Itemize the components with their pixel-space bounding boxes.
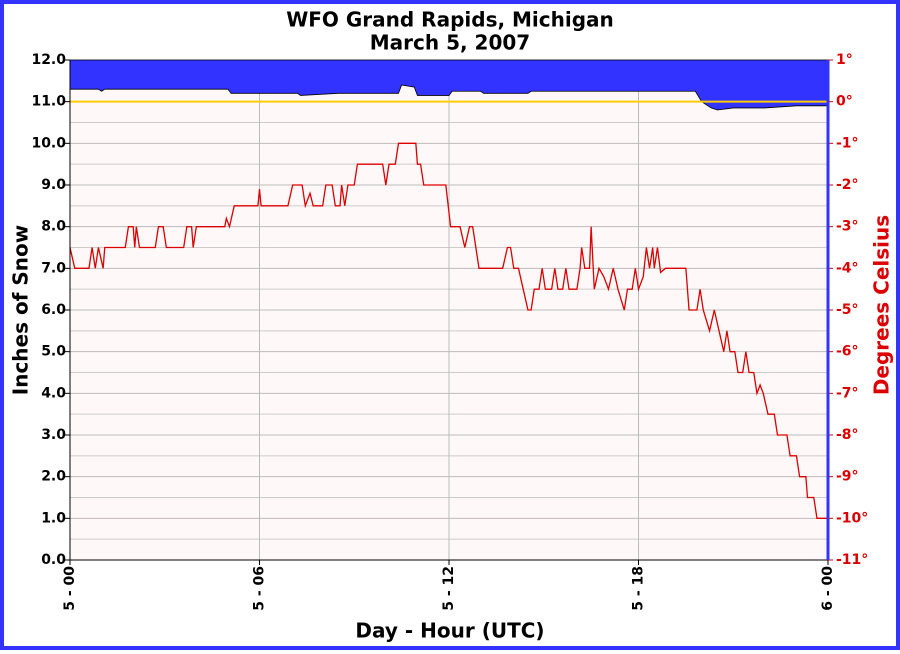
y-tick-label: 5.0 bbox=[41, 344, 66, 360]
x-tick-label: 5 - 18 bbox=[631, 566, 647, 611]
y2-tick-label: -2° bbox=[836, 177, 859, 193]
y2-tick-label: -4° bbox=[836, 260, 859, 276]
y-tick-label: 3.0 bbox=[41, 427, 66, 443]
y-axis-label: Inches of Snow bbox=[9, 225, 33, 395]
y2-tick-label: -9° bbox=[836, 469, 859, 485]
y-tick-label: 4.0 bbox=[41, 385, 66, 401]
x-tick-label: 6 - 00 bbox=[820, 566, 836, 611]
x-tick-label: 5 - 12 bbox=[441, 566, 457, 611]
y-tick-label: 6.0 bbox=[41, 302, 66, 318]
y-tick-label: 12.0 bbox=[31, 52, 66, 68]
area-fill bbox=[69, 59, 829, 111]
y2-tick-label: -7° bbox=[836, 385, 859, 401]
y-tick-label: 0.0 bbox=[41, 552, 66, 568]
y-tick-label: 9.0 bbox=[41, 177, 66, 193]
line bbox=[69, 142, 828, 519]
y2-tick-label: -3° bbox=[836, 219, 859, 235]
y2-tick-label: -6° bbox=[836, 344, 859, 360]
y2-tick-label: -10° bbox=[836, 510, 868, 526]
y2-tick-label: -11° bbox=[836, 552, 868, 568]
x-tick-label: 5 - 00 bbox=[62, 566, 78, 611]
x-tick-label: 5 - 06 bbox=[252, 566, 268, 611]
x-axis-label: Day - Hour (UTC) bbox=[355, 619, 544, 643]
y2-tick-label: -5° bbox=[836, 302, 859, 318]
y-tick-label: 10.0 bbox=[31, 135, 66, 151]
y-tick-label: 2.0 bbox=[41, 469, 66, 485]
y2-tick-label: -8° bbox=[836, 427, 859, 443]
chart-subtitle: March 5, 2007 bbox=[370, 31, 530, 55]
y-tick-label: 7.0 bbox=[41, 260, 66, 276]
y-tick-label: 1.0 bbox=[41, 510, 66, 526]
y-tick-label: 8.0 bbox=[41, 219, 66, 235]
y2-tick-label: 0° bbox=[836, 94, 853, 110]
y-tick-label: 11.0 bbox=[31, 94, 66, 110]
chart-title: WFO Grand Rapids, Michigan bbox=[286, 8, 614, 32]
y2-tick-label: -1° bbox=[836, 135, 859, 151]
y2-tick-label: 1° bbox=[836, 52, 853, 68]
y2-axis-label: Degrees Celsius bbox=[870, 215, 894, 395]
